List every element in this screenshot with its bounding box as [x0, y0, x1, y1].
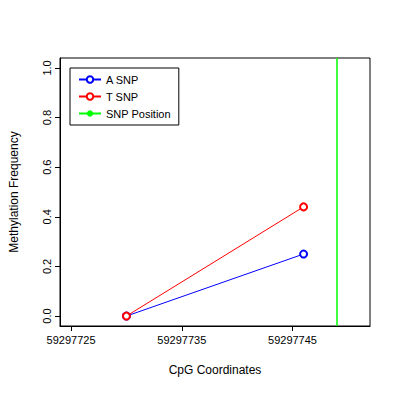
svg-text:59297735: 59297735 — [157, 334, 206, 346]
svg-text:0.4: 0.4 — [41, 209, 53, 224]
svg-text:CpG Coordinates: CpG Coordinates — [169, 363, 262, 377]
svg-text:0.0: 0.0 — [41, 308, 53, 323]
svg-text:0.8: 0.8 — [41, 110, 53, 125]
svg-text:A SNP: A SNP — [106, 74, 138, 86]
svg-text:59297725: 59297725 — [47, 334, 96, 346]
svg-text:0.6: 0.6 — [41, 160, 53, 175]
svg-text:1.0: 1.0 — [41, 60, 53, 75]
svg-text:T SNP: T SNP — [106, 91, 138, 103]
svg-text:Methylation Frequency: Methylation Frequency — [7, 131, 21, 252]
svg-text:0.2: 0.2 — [41, 259, 53, 274]
svg-text:59297745: 59297745 — [268, 334, 317, 346]
svg-text:SNP Position: SNP Position — [106, 108, 171, 120]
